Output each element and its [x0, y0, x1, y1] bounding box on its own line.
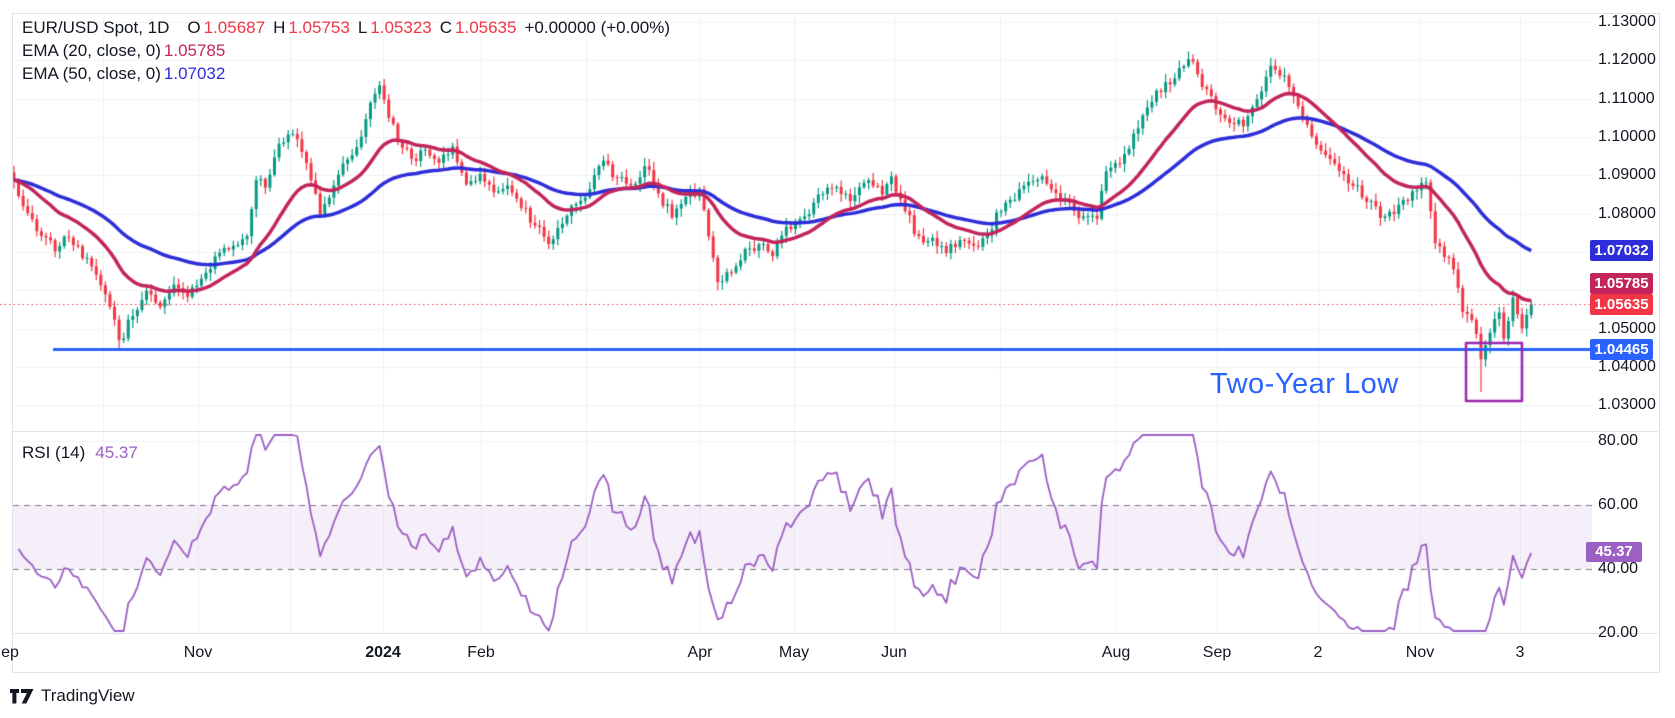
rsi-value: 45.37 — [95, 443, 138, 462]
ohlc-open-key: O — [187, 18, 201, 37]
time-axis-label[interactable]: Nov — [1405, 644, 1435, 661]
time-axis-label[interactable]: Nov — [183, 644, 213, 661]
time-axis-label[interactable]: Apr — [687, 644, 713, 661]
tradingview-attribution[interactable]: TradingView — [10, 686, 135, 706]
rsi-axis-label[interactable]: 80.00 — [1598, 432, 1639, 449]
ema20-legend-row[interactable]: EMA (20, close, 0) 1.05785 — [22, 39, 670, 62]
time-axis-label[interactable]: 3 — [1515, 644, 1525, 661]
change-value: +0.00000 (+0.00%) — [524, 18, 671, 37]
rsi-axis-label[interactable]: 20.00 — [1598, 624, 1639, 641]
symbol-legend-row[interactable]: EUR/USD Spot, 1D O 1.05687 H 1.05753 L 1.05323… — [22, 16, 670, 39]
price-badge[interactable]: 1.05785 — [1590, 272, 1653, 294]
time-axis-label[interactable]: Sep — [1202, 644, 1232, 661]
price-axis-label[interactable]: 1.10000 — [1598, 127, 1656, 145]
time-axis-label[interactable]: May — [778, 644, 810, 661]
time-axis-label[interactable]: Feb — [467, 644, 495, 661]
two-year-low-annotation[interactable]: Two-Year Low — [1210, 368, 1399, 400]
ema20-value: 1.05785 — [163, 41, 226, 60]
ohlc-low-key: L — [357, 18, 368, 37]
time-axis-label[interactable]: 2024 — [365, 644, 401, 661]
price-badge[interactable]: 1.04465 — [1590, 338, 1653, 360]
tradingview-logo-icon — [10, 688, 34, 703]
price-badge[interactable]: 1.07032 — [1590, 240, 1653, 262]
time-axis-border — [12, 633, 1658, 634]
rsi-legend-row[interactable]: RSI (14) 45.37 — [22, 443, 138, 463]
ema50-legend-row[interactable]: EMA (50, close, 0) 1.07032 — [22, 62, 670, 85]
ohlc-high-key: H — [273, 18, 286, 37]
rsi-axis-label[interactable]: 60.00 — [1598, 496, 1639, 513]
time-axis-label[interactable]: Aug — [1101, 644, 1131, 661]
rsi-label: RSI (14) — [22, 443, 86, 462]
ohlc-close-value: 1.05635 — [455, 18, 517, 37]
ohlc-low-value: 1.05323 — [370, 18, 432, 37]
price-axis-label[interactable]: 1.11000 — [1598, 89, 1655, 107]
price-axis-label[interactable]: 1.09000 — [1598, 166, 1656, 184]
pane-separator[interactable] — [12, 431, 1658, 432]
ema50-value: 1.07032 — [163, 64, 226, 83]
price-axis-label[interactable]: 1.05000 — [1598, 319, 1656, 337]
rsi-badge[interactable]: 45.37 — [1586, 541, 1642, 562]
chart-legend: EUR/USD Spot, 1D O 1.05687 H 1.05753 L 1.05323… — [22, 16, 670, 85]
time-axis-label[interactable]: ep — [1, 644, 19, 661]
ohlc-close-key: C — [439, 18, 453, 37]
ohlc-high-value: 1.05753 — [288, 18, 350, 37]
ema50-label: EMA (50, close, 0) — [22, 64, 161, 83]
tradingview-brand-text: TradingView — [41, 686, 135, 705]
price-badge[interactable]: 1.05635 — [1590, 293, 1653, 315]
ema20-label: EMA (20, close, 0) — [22, 41, 161, 60]
symbol-title[interactable]: EUR/USD Spot, 1D — [22, 18, 170, 37]
price-axis-label[interactable]: 1.03000 — [1598, 396, 1656, 414]
price-axis-label[interactable]: 1.13000 — [1598, 13, 1656, 30]
ohlc-open-value: 1.05687 — [203, 18, 266, 37]
price-axis-label[interactable]: 1.08000 — [1598, 204, 1656, 222]
price-axis-label[interactable]: 1.12000 — [1598, 51, 1656, 69]
price-chart-canvas[interactable] — [0, 0, 1592, 640]
time-axis-label[interactable]: 2 — [1313, 644, 1323, 661]
rsi-axis-label[interactable]: 40.00 — [1598, 560, 1639, 577]
price-axis-label[interactable]: 1.04000 — [1598, 357, 1656, 375]
time-axis-label[interactable]: Jun — [881, 644, 907, 661]
